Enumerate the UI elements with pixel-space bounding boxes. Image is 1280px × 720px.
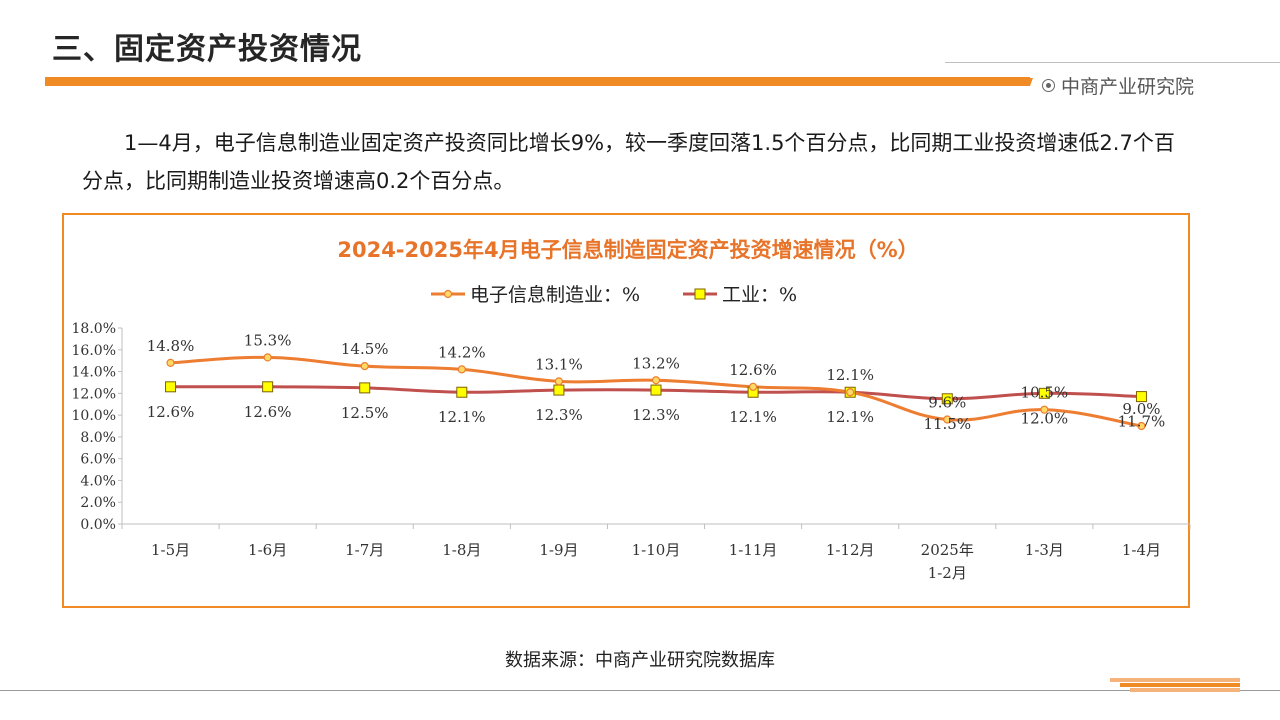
data-label-electronics: 12.1% bbox=[826, 366, 874, 384]
data-label-industry: 12.1% bbox=[826, 408, 874, 426]
legend-marker-series1 bbox=[443, 289, 453, 299]
data-point-electronics bbox=[360, 362, 369, 371]
y-tick-label: 18.0% bbox=[72, 321, 116, 337]
data-label-electronics: 9.0% bbox=[1122, 400, 1160, 418]
data-label-industry: 12.6% bbox=[244, 403, 292, 421]
x-tick-label: 2025年 bbox=[921, 541, 974, 559]
data-label-electronics: 15.3% bbox=[244, 331, 292, 349]
x-tick-label: 1-6月 bbox=[248, 541, 287, 559]
data-point-industry bbox=[262, 381, 274, 393]
x-tick-label: 1-2月 bbox=[928, 564, 967, 582]
data-source: 数据来源：中商产业研究院数据库 bbox=[505, 650, 775, 671]
data-point-electronics bbox=[1040, 405, 1049, 414]
data-point-industry bbox=[456, 386, 468, 398]
data-label-electronics: 13.1% bbox=[535, 355, 583, 373]
target-icon bbox=[1042, 79, 1055, 92]
y-tick-label: 2.0% bbox=[80, 495, 116, 511]
data-point-electronics bbox=[457, 365, 466, 374]
data-point-electronics bbox=[846, 388, 855, 397]
data-point-industry bbox=[1038, 387, 1050, 399]
data-point-industry bbox=[650, 384, 662, 396]
data-label-industry: 12.0% bbox=[1021, 409, 1069, 427]
y-tick-label: 14.0% bbox=[72, 365, 116, 381]
data-point-industry bbox=[553, 384, 565, 396]
footer-divider bbox=[0, 690, 1280, 691]
data-point-electronics bbox=[748, 382, 758, 391]
brand-logo: 中商产业研究院 bbox=[1042, 72, 1194, 99]
data-label-industry: 12.3% bbox=[535, 406, 583, 424]
data-label-electronics: 12.6% bbox=[729, 361, 777, 379]
data-point-electronics bbox=[1137, 421, 1146, 431]
y-tick-label: 12.0% bbox=[72, 386, 116, 402]
data-label-electronics: 13.2% bbox=[632, 354, 680, 372]
brand-name: 中商产业研究院 bbox=[1061, 76, 1195, 98]
chart-title: 2024-2025年4月电子信息制造固定资产投资增速情况（%） bbox=[337, 238, 918, 262]
header-divider bbox=[945, 62, 1280, 63]
legend-marker-series2 bbox=[694, 288, 706, 300]
data-point-electronics bbox=[554, 377, 564, 386]
y-tick-label: 4.0% bbox=[80, 473, 116, 489]
data-point-electronics bbox=[943, 415, 952, 424]
y-tick-label: 0.0% bbox=[80, 517, 116, 533]
data-label-industry: 11.5% bbox=[923, 415, 971, 433]
y-tick-label: 16.0% bbox=[72, 343, 116, 359]
y-tick-label: 8.0% bbox=[80, 430, 116, 446]
x-tick-label: 1-10月 bbox=[632, 541, 681, 559]
y-tick-label: 10.0% bbox=[72, 408, 116, 424]
data-label-electronics: 10.5% bbox=[1021, 384, 1069, 402]
data-label-electronics: 14.5% bbox=[341, 340, 389, 358]
legend-label-series1: 电子信息制造业：% bbox=[470, 284, 640, 306]
summary-paragraph: 1—4月，电子信息制造业固定资产投资同比增长9%，较一季度回落1.5个百分点，比… bbox=[82, 124, 1192, 200]
data-label-industry: 12.1% bbox=[729, 408, 777, 426]
y-tick-label: 6.0% bbox=[80, 452, 116, 468]
x-tick-label: 1-4月 bbox=[1122, 541, 1161, 559]
x-tick-label: 1-7月 bbox=[345, 541, 384, 559]
data-point-electronics bbox=[651, 376, 661, 385]
x-tick-label: 1-5月 bbox=[151, 541, 190, 559]
x-tick-label: 1-12月 bbox=[826, 541, 875, 559]
stripes-decoration bbox=[1008, 78, 1033, 86]
data-point-industry bbox=[165, 381, 177, 393]
data-label-electronics: 14.2% bbox=[438, 343, 486, 361]
summary-text: 1—4月，电子信息制造业固定资产投资同比增长9%，较一季度回落1.5个百分点，比… bbox=[82, 131, 1175, 193]
x-tick-label: 1-9月 bbox=[539, 541, 578, 559]
data-label-industry: 11.7% bbox=[1118, 413, 1166, 431]
data-label-industry: 12.5% bbox=[341, 404, 389, 422]
chart-frame: 2024-2025年4月电子信息制造固定资产投资增速情况（%） 电子信息制造业：%… bbox=[62, 213, 1191, 608]
page-title: 三、固定资产投资情况 bbox=[52, 32, 362, 67]
data-label-industry: 12.1% bbox=[438, 408, 486, 426]
x-tick-label: 1-3月 bbox=[1025, 541, 1064, 559]
data-point-industry bbox=[359, 382, 371, 394]
data-label-industry: 12.6% bbox=[147, 403, 195, 421]
footer-stripes-decoration bbox=[1110, 678, 1240, 692]
line-chart: 2024-2025年4月电子信息制造固定资产投资增速情况（%） 电子信息制造业：%… bbox=[72, 238, 1191, 582]
data-label-industry: 12.3% bbox=[632, 406, 680, 424]
x-tick-label: 1-11月 bbox=[729, 541, 778, 559]
title-underline-bar bbox=[45, 77, 1030, 86]
data-point-industry bbox=[1135, 391, 1147, 403]
legend-label-series2: 工业：% bbox=[722, 284, 797, 306]
data-point-electronics bbox=[263, 353, 272, 362]
data-point-electronics bbox=[166, 358, 175, 367]
data-point-industry bbox=[941, 393, 953, 405]
data-label-electronics: 9.6% bbox=[928, 393, 966, 411]
x-tick-label: 1-8月 bbox=[442, 541, 481, 559]
data-label-electronics: 14.8% bbox=[147, 337, 195, 355]
